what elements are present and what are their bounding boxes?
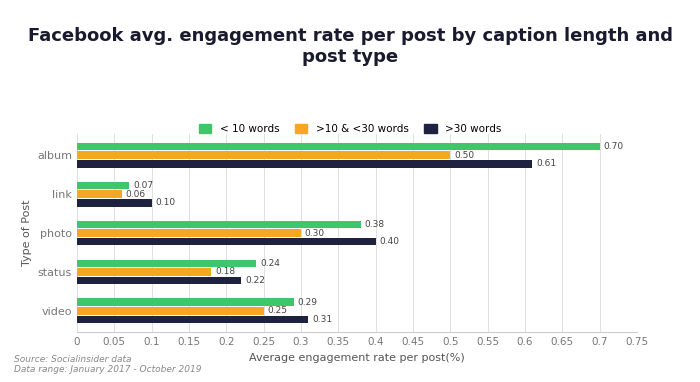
Bar [77,182,130,189]
Text: Facebook avg. engagement rate per post by caption length and
post type: Facebook avg. engagement rate per post b… [27,27,673,66]
Bar [77,199,152,207]
Bar [77,190,122,198]
Bar [77,160,533,168]
Text: 0.07: 0.07 [133,181,153,190]
Bar [77,277,242,284]
Text: 0.10: 0.10 [155,198,176,207]
Text: 0.24: 0.24 [260,259,280,268]
Bar [77,238,376,246]
Bar [77,316,309,323]
Text: 0.29: 0.29 [298,298,317,307]
Text: Source: Socialinsider data
Data range: January 2017 - October 2019: Source: Socialinsider data Data range: J… [14,355,202,374]
Bar [77,151,450,159]
Text: 0.61: 0.61 [536,159,557,168]
Text: 0.30: 0.30 [304,228,325,238]
Bar [77,229,301,237]
Text: 0.22: 0.22 [245,276,265,285]
Text: 0.38: 0.38 [365,220,384,229]
Bar [77,143,600,151]
Text: 0.25: 0.25 [267,306,288,316]
Text: 0.50: 0.50 [454,151,474,160]
Bar [77,307,264,315]
Bar [77,259,256,267]
Text: 0.40: 0.40 [379,237,400,246]
X-axis label: Average engagement rate per post(%): Average engagement rate per post(%) [249,353,465,363]
Bar [77,298,293,306]
Text: 0.06: 0.06 [125,189,146,199]
Text: 0.31: 0.31 [312,315,332,324]
Y-axis label: Type of Post: Type of Post [22,200,32,266]
Text: 0.18: 0.18 [215,267,235,277]
Bar [77,220,360,228]
Legend: < 10 words, >10 & <30 words, >30 words: < 10 words, >10 & <30 words, >30 words [195,120,505,138]
Text: 0.70: 0.70 [603,142,624,151]
Bar [77,268,211,276]
